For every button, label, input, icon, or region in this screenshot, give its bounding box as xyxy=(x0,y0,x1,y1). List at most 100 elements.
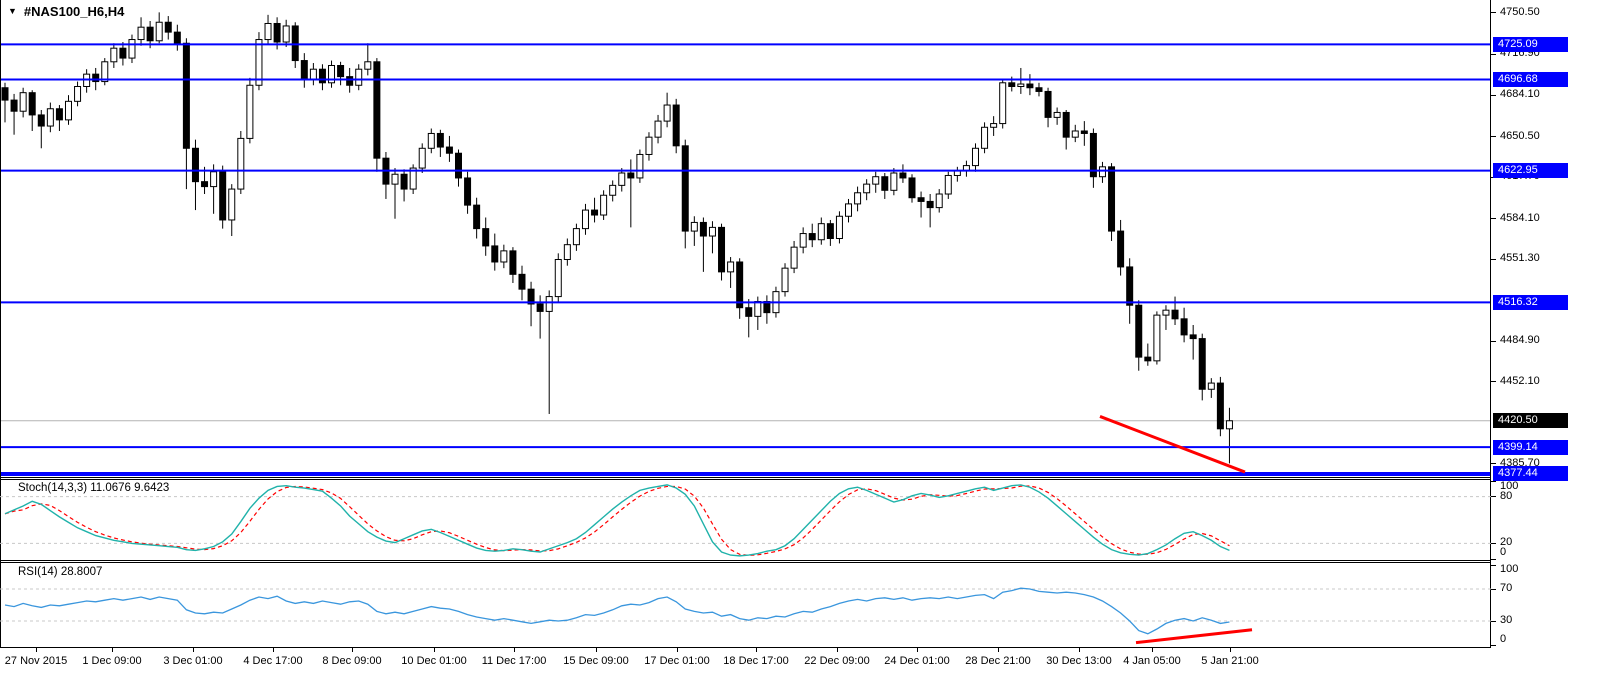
rsi-trendline[interactable] xyxy=(1135,628,1253,645)
candle-body xyxy=(536,303,544,312)
stoch-signal-line[interactable] xyxy=(4,485,1230,556)
candle-body xyxy=(74,86,82,102)
time-axis[interactable]: 27 Nov 2015 1 Dec 09:00 3 Dec 01:00 4 Dec 1… xyxy=(0,648,1617,673)
time-tick-label: 11 Dec 17:00 xyxy=(481,655,547,667)
time-tick-mark xyxy=(756,648,757,652)
candle-body xyxy=(1008,82,1016,88)
candle-body xyxy=(971,147,979,167)
candle-body xyxy=(101,61,109,83)
candle-body xyxy=(1080,130,1088,134)
rsi-scale-tick xyxy=(1491,644,1496,646)
time-tick-mark xyxy=(1230,648,1231,652)
stoch-scale-tick xyxy=(1491,558,1496,560)
candle-body xyxy=(799,233,807,248)
symbol-dropdown-icon[interactable]: ▼ xyxy=(8,6,17,16)
candle-body xyxy=(1089,132,1097,178)
price-axis[interactable]: 4750.504716.904684.104650.504617.704584.… xyxy=(1491,0,1617,648)
candle-body xyxy=(500,250,508,263)
time-tick-label: 28 Dec 21:00 xyxy=(965,655,1031,667)
time-tick-mark xyxy=(112,648,113,652)
candle-body xyxy=(355,68,363,86)
rsi-line[interactable] xyxy=(4,587,1230,635)
candle-body xyxy=(491,245,499,263)
rsi-scale-tick xyxy=(1491,620,1496,622)
candle-body xyxy=(37,114,45,127)
time-tick-mark xyxy=(1079,648,1080,652)
candle-body xyxy=(400,173,408,190)
candle-body xyxy=(1171,309,1179,320)
price-tick-label: 4650.50 xyxy=(1500,129,1540,142)
candle-body xyxy=(19,92,27,112)
rsi-scale-tick xyxy=(1491,564,1496,566)
price-tick-mark xyxy=(1491,258,1496,260)
candle-body xyxy=(210,171,218,188)
time-tick-mark xyxy=(193,648,194,652)
candle-body xyxy=(128,39,136,59)
chart-plot-area[interactable] xyxy=(0,0,1491,648)
candle-body xyxy=(981,126,989,149)
candle-body xyxy=(1017,83,1025,88)
price-tick-mark xyxy=(1491,340,1496,342)
candle-body xyxy=(509,250,517,275)
price-tick-mark xyxy=(1491,136,1496,138)
candle-body xyxy=(1,87,9,101)
candle-body xyxy=(1071,130,1079,138)
candle-body xyxy=(373,61,381,159)
candle-body xyxy=(1098,166,1106,178)
candle-body xyxy=(1026,83,1034,89)
candle-body xyxy=(781,267,789,293)
candle-body xyxy=(164,21,172,33)
candle-body xyxy=(427,132,435,149)
price-tick-label: 4551.30 xyxy=(1500,252,1540,265)
rsi-scale-tick xyxy=(1491,588,1496,590)
candle-body xyxy=(636,153,644,179)
stoch-indicator-label: Stoch(14,3,3) 11.0676 9.6423 xyxy=(18,482,170,494)
candle-body xyxy=(1162,309,1170,316)
candle-body xyxy=(600,194,608,216)
price-tick-mark xyxy=(1491,94,1496,96)
candle-body xyxy=(618,172,626,186)
candle-body xyxy=(110,47,118,63)
candle-body xyxy=(1044,90,1052,118)
candle-body xyxy=(808,233,816,241)
candle-body xyxy=(899,172,907,179)
price-tick-label: 4750.50 xyxy=(1500,5,1540,18)
candle-body xyxy=(1180,318,1188,336)
candle-body xyxy=(663,104,671,122)
stoch-scale-tick xyxy=(1491,496,1496,498)
candle-body xyxy=(572,228,580,246)
candle-body xyxy=(318,68,326,84)
candle-body xyxy=(1117,230,1125,268)
sr-price-label: 4725.09 xyxy=(1493,36,1568,52)
stoch-main-line[interactable] xyxy=(4,484,1230,557)
candle-body xyxy=(391,173,399,185)
time-tick-label: 17 Dec 01:00 xyxy=(644,655,710,667)
symbol-period-label: #NAS100_H6,H4 xyxy=(23,4,125,19)
candle-body xyxy=(854,192,862,205)
candle-body xyxy=(155,21,163,42)
candle-body xyxy=(935,193,943,209)
candle-body xyxy=(255,39,263,86)
time-tick-mark xyxy=(36,648,37,652)
candle-body xyxy=(1207,382,1215,390)
candle-body xyxy=(944,174,952,195)
candle-body xyxy=(1126,266,1134,306)
time-tick-label: 5 Jan 21:00 xyxy=(1201,655,1259,667)
candle-body xyxy=(1225,420,1233,430)
candle-body xyxy=(645,136,653,155)
candle-body xyxy=(745,307,753,317)
time-tick-label: 18 Dec 17:00 xyxy=(723,655,789,667)
price-trendline[interactable] xyxy=(1099,415,1246,474)
time-tick-label: 27 Nov 2015 xyxy=(4,655,68,667)
candle-body xyxy=(1216,382,1224,430)
stoch-scale-label: 80 xyxy=(1500,489,1513,502)
candle-body xyxy=(990,123,998,128)
candle-body xyxy=(282,25,290,43)
candle-body xyxy=(328,64,336,84)
candle-body xyxy=(55,108,63,121)
price-tick-mark xyxy=(1491,218,1496,220)
candle-body xyxy=(300,60,308,80)
rsi-scale-label: 0 xyxy=(1500,633,1507,645)
sr-price-label: 4622.95 xyxy=(1493,163,1568,179)
candle-body xyxy=(1053,111,1061,118)
